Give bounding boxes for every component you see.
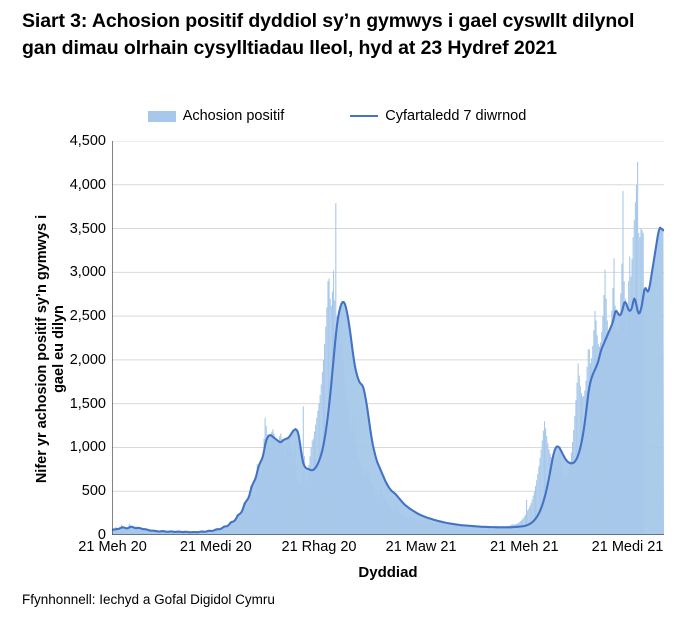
legend-item-bars: Achosion positif bbox=[147, 108, 285, 124]
chart-legend: Achosion positif Cyfartaledd 7 diwrnod bbox=[0, 108, 674, 124]
seven-day-average-line bbox=[112, 226, 664, 534]
y-axis-tick-label: 1,500 bbox=[69, 395, 106, 412]
chart-title: Siart 3: Achosion positif dyddiol sy’n g… bbox=[22, 10, 635, 59]
x-axis-tick-labels: 21 Meh 20 21 Medi 20 21 Rhag 20 21 Maw 21 21… bbox=[78, 539, 664, 560]
x-axis-tick-label: 21 Medi 20 bbox=[179, 539, 252, 555]
legend-item-line: Cyfartaledd 7 diwrnod bbox=[350, 108, 526, 124]
chart-svg bbox=[112, 141, 664, 535]
plot-area bbox=[112, 141, 664, 535]
legend-line-label: Cyfartaledd 7 diwrnod bbox=[385, 108, 527, 124]
legend-line-swatch-icon bbox=[350, 115, 379, 117]
y-axis-tick-labels: 0 500 1,000 1,500 2,000 2,500 3,000 3,500 4,000 4… bbox=[40, 134, 106, 542]
x-axis-tick-label: 21 Rhag 20 bbox=[281, 539, 357, 555]
x-axis-tick-label: 21 Medi 21 bbox=[591, 539, 664, 555]
y-axis-tick-label: 500 bbox=[81, 482, 106, 499]
y-axis-tick-label: 1,000 bbox=[69, 439, 106, 456]
y-axis-tick-label: 3,000 bbox=[69, 264, 106, 281]
y-axis-tick-label: 4,500 bbox=[69, 132, 106, 149]
line-area-fill bbox=[112, 227, 664, 535]
x-axis-tick-label: 21 Maw 21 bbox=[385, 539, 457, 555]
y-axis-tick-label: 4,000 bbox=[69, 176, 106, 193]
legend-bars-label: Achosion positif bbox=[182, 108, 285, 124]
y-axis-tick-label: 0 bbox=[97, 526, 106, 543]
x-axis-title: Dyddiad bbox=[358, 564, 418, 581]
x-axis-tick-label: 21 Meh 20 bbox=[78, 539, 147, 555]
legend-bar-swatch-icon bbox=[147, 110, 176, 122]
y-axis-tick-label: 3,500 bbox=[69, 220, 106, 237]
x-axis-tick-label: 21 Meh 21 bbox=[490, 539, 559, 555]
y-axis-tick-label: 2,000 bbox=[69, 351, 106, 368]
y-axis-tick-label: 2,500 bbox=[69, 307, 106, 324]
source-note: Ffynhonnell: Iechyd a Gofal Digidol Cymr… bbox=[22, 592, 275, 607]
